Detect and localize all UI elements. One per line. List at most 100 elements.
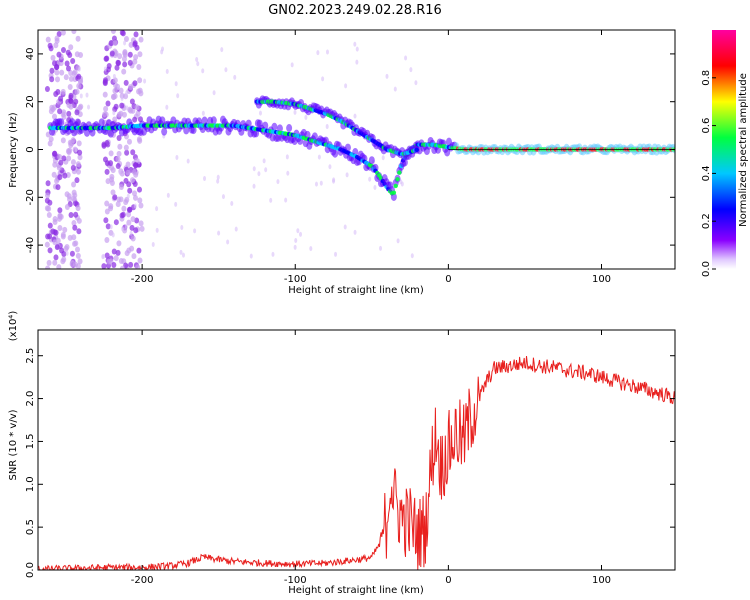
snr-y-scale-label: (x10⁴) [8,311,19,342]
heatmap-cell [64,191,70,198]
heatmap-cell [174,81,178,87]
heatmap-cell [110,30,116,34]
heatmap-cell [74,88,80,95]
heatmap-cell [373,184,377,190]
heatmap-cell [262,158,266,164]
heatmap-cell [138,220,144,227]
x-tick-label: -100 [284,575,307,586]
heatmap-cell [118,110,124,117]
heatmap-cell [137,51,143,58]
heatmap-cell [119,212,125,219]
heatmap-cell [69,261,75,268]
heatmap-cell [60,47,66,54]
heatmap-cell [58,95,64,102]
heatmap-cell [123,79,129,86]
colorbar-tick-label: 0.6 [701,118,712,134]
heatmap-cell [136,136,142,143]
heatmap-cell [54,244,60,251]
heatmap-cell [45,192,51,199]
y-tick-label: 2.5 [25,348,36,364]
heatmap-cell [393,86,397,92]
heatmap-cell [135,264,141,269]
heatmap-cell [108,40,114,47]
heatmap-cell [132,194,138,201]
heatmap-cell [195,57,199,63]
heatmap-cell [344,143,351,152]
heatmap-cell [50,54,56,61]
snr-x-axis: -200 -100 0 100 [131,330,611,586]
heatmap-cell [110,189,116,196]
heatmap-cell [74,51,80,58]
heatmap-cell [75,205,81,212]
heatmap-cell [379,245,383,251]
heatmap-cell [161,127,168,136]
snr-plot-area [38,355,675,570]
heatmap-cell [74,118,81,127]
heatmap-cell [129,224,135,231]
heatmap-cell [196,61,200,67]
heatmap-cell [285,154,289,160]
heatmap-cell [57,225,63,232]
heatmap-cell [132,40,138,47]
heatmap-cell [116,150,122,157]
heatmap-cell [61,256,67,263]
heatmap-cell [296,228,300,234]
heatmap-cell [109,173,115,180]
heatmap-cell [72,224,78,231]
heatmap-cell [286,124,293,133]
heatmap-cell [121,68,127,75]
heatmap-cell [201,110,205,116]
heatmap-cell [126,181,132,188]
heatmap-cell [404,55,408,61]
heatmap-cell [126,193,130,199]
colorbar-axis: 0.0 0.2 0.4 0.6 0.8 [701,70,716,277]
heatmap-cell [77,149,83,156]
colorbar-tick-label: 0.8 [701,70,712,86]
colorbar-label: Normalized spectral amplitude [738,73,749,227]
heatmap-cell [175,155,179,161]
heatmap-cell [112,87,118,94]
x-tick-label: 100 [592,575,611,586]
heatmap-cell [138,90,144,97]
heatmap-cell [385,73,389,79]
heatmap-cell [262,121,269,130]
heatmap-cell [75,263,81,269]
heatmap-cell [105,223,111,230]
heatmap-cell [138,36,144,43]
heatmap-cell [325,49,329,55]
heatmap-cell [143,78,147,84]
heatmap-cell [47,247,53,254]
heatmap-cell [179,249,183,255]
heatmap-cell [76,228,82,235]
heatmap-cell [252,166,256,172]
heatmap-cell [139,225,145,232]
heatmap-cell [74,146,78,152]
heatmap-cell [66,65,72,72]
heatmap-cell [125,105,129,111]
snr-y-label: SNR (10 * v/v) [8,409,19,480]
heatmap-cell [68,75,74,82]
heatmap-cell [61,155,67,162]
heatmap-cell [50,228,56,235]
spectrogram-x-label: Height of straight line (km) [288,285,424,296]
heatmap-cell [89,128,96,137]
heatmap-cell [66,110,72,117]
heatmap-cell [116,134,122,141]
heatmap-cell [51,113,57,120]
heatmap-cell [127,106,133,113]
spectrogram-heatmap [44,30,675,269]
heatmap-cell [233,74,237,80]
heatmap-cell [113,255,119,262]
heatmap-cell [126,219,132,226]
heatmap-cell [111,232,115,238]
heatmap-cell [119,102,125,109]
y-tick-label: 2.0 [25,391,36,407]
heatmap-cell [67,84,73,91]
heatmap-cell [123,144,129,151]
heatmap-cell [252,183,256,189]
heatmap-cell [353,41,357,47]
heatmap-cell [70,58,76,65]
heatmap-cell [123,40,127,46]
heatmap-cell [136,247,142,254]
